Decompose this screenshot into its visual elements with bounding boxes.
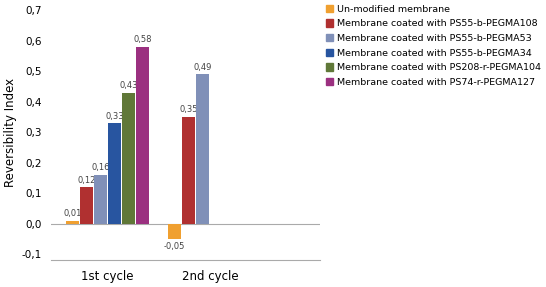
- Text: 0,43: 0,43: [120, 81, 138, 90]
- Text: 0,12: 0,12: [78, 176, 96, 185]
- Legend: Un-modified membrane, Membrane coated with PS55-b-PEGMA108, Membrane coated with: Un-modified membrane, Membrane coated wi…: [325, 4, 542, 88]
- Bar: [168, 224, 181, 239]
- Bar: [136, 47, 149, 224]
- Bar: [108, 123, 121, 224]
- Bar: [197, 74, 209, 224]
- Text: 0,49: 0,49: [194, 63, 212, 72]
- Bar: [122, 92, 135, 224]
- Text: -0,05: -0,05: [164, 243, 186, 251]
- Bar: [94, 175, 107, 224]
- Y-axis label: Reversibility Index: Reversibility Index: [4, 77, 17, 187]
- Text: 0,33: 0,33: [105, 112, 124, 121]
- Bar: [182, 117, 195, 224]
- Text: 0,16: 0,16: [91, 163, 110, 172]
- Bar: [66, 220, 79, 224]
- Bar: [80, 187, 93, 224]
- Text: 0,58: 0,58: [134, 35, 152, 44]
- Text: 0,35: 0,35: [180, 105, 198, 115]
- Text: 0,01: 0,01: [63, 209, 81, 218]
